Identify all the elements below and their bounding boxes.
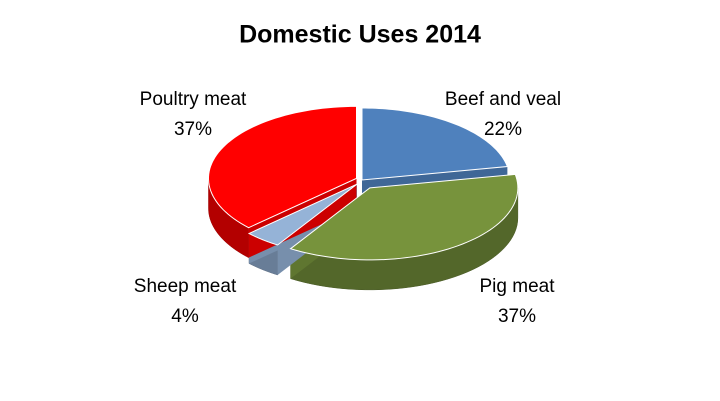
slice-value-label: 37% <box>174 119 212 140</box>
pie-tops <box>208 105 519 261</box>
slice-value-label: 4% <box>171 306 199 327</box>
slice-label: Beef and veal <box>445 89 561 110</box>
slice-label: Poultry meat <box>140 89 247 110</box>
slice-value-label: 37% <box>498 306 536 327</box>
slice <box>361 107 509 181</box>
chart-title: Domestic Uses 2014 <box>239 21 481 49</box>
slice-label: Sheep meat <box>134 276 237 297</box>
slice <box>289 173 519 261</box>
slice <box>208 105 357 229</box>
slice-value-label: 22% <box>484 119 522 140</box>
slice-label: Pig meat <box>480 276 556 297</box>
slice <box>247 183 358 246</box>
